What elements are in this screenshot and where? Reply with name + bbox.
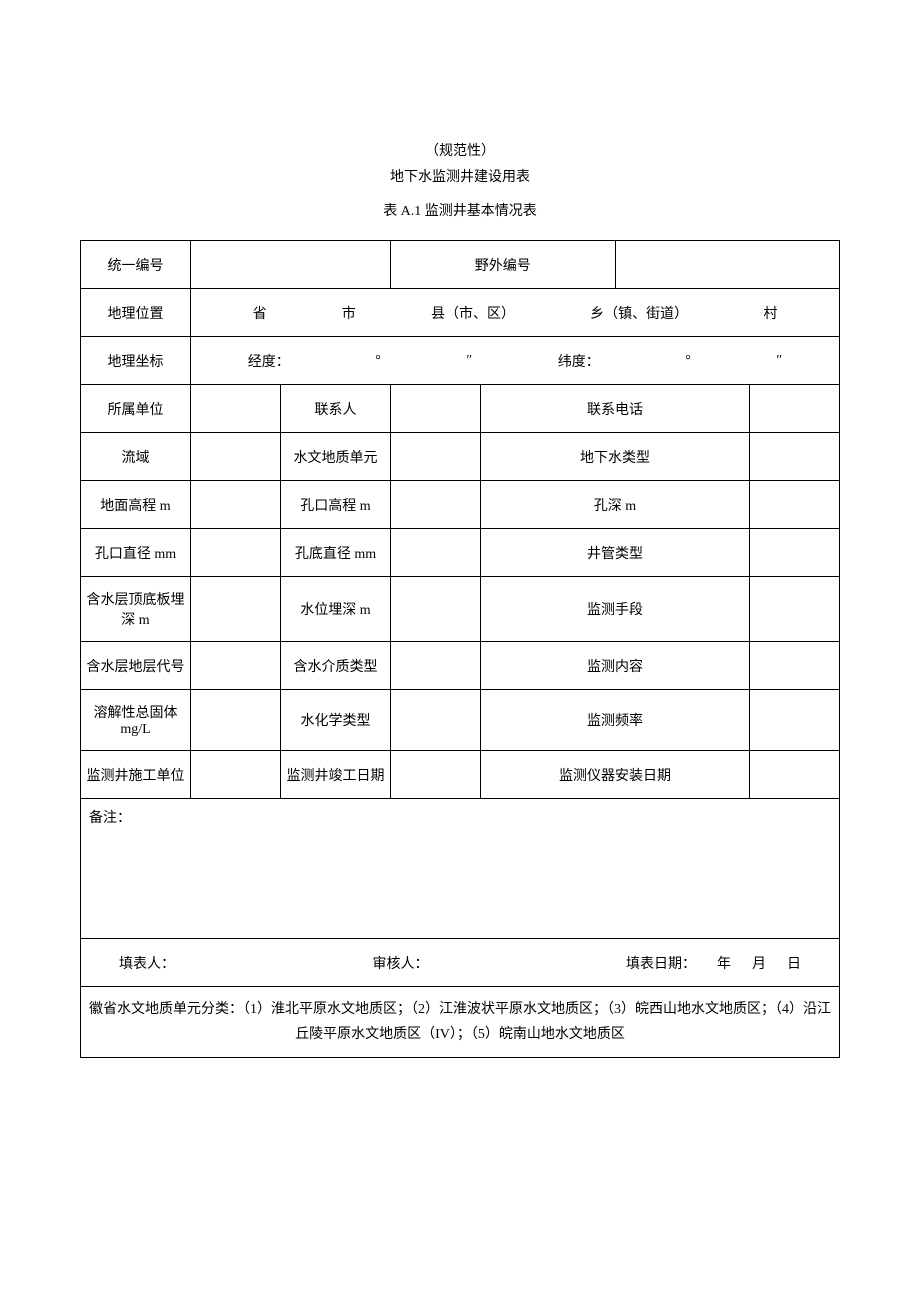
row-unit: 所属单位 联系人 联系电话 bbox=[81, 385, 840, 433]
gwtype-label: 地下水类型 bbox=[481, 433, 750, 481]
seg-province: 省 bbox=[253, 303, 267, 323]
filler-label: 填表人： bbox=[119, 953, 175, 973]
pipe-type-value[interactable] bbox=[750, 529, 840, 577]
lat-sec: ″ bbox=[776, 353, 782, 369]
row-aquifer-depth: 含水层顶底板埋深 m 水位埋深 m 监测手段 bbox=[81, 577, 840, 642]
unit-label: 所属单位 bbox=[81, 385, 191, 433]
row-stratum: 含水层地层代号 含水介质类型 监测内容 bbox=[81, 642, 840, 690]
unit-value[interactable] bbox=[191, 385, 281, 433]
monitoring-well-table: 统一编号 野外编号 地理位置 省 市 县（市、区） 乡（镇、街道） 村 地理坐标… bbox=[80, 240, 840, 1058]
phone-value[interactable] bbox=[750, 385, 840, 433]
month-label: 月 bbox=[752, 957, 766, 972]
day-label: 日 bbox=[787, 957, 801, 972]
seg-county: 县（市、区） bbox=[431, 303, 515, 323]
stratum-value[interactable] bbox=[191, 642, 281, 690]
row-tds: 溶解性总固体 mg/L 水化学类型 监测频率 bbox=[81, 690, 840, 751]
table-title: 表 A.1 监测井基本情况表 bbox=[80, 200, 840, 220]
row-elevation: 地面高程 m 孔口高程 m 孔深 m bbox=[81, 481, 840, 529]
bot-dia-value[interactable] bbox=[391, 529, 481, 577]
water-depth-label: 水位埋深 m bbox=[281, 577, 391, 642]
tds-label: 溶解性总固体 mg/L bbox=[81, 690, 191, 751]
aquifer-depth-label: 含水层顶底板埋深 m bbox=[81, 577, 191, 642]
row-basin: 流域 水文地质单元 地下水类型 bbox=[81, 433, 840, 481]
location-label: 地理位置 bbox=[81, 289, 191, 337]
subtitle: （规范性） bbox=[80, 140, 840, 160]
depth-value[interactable] bbox=[750, 481, 840, 529]
completion-date-value[interactable] bbox=[391, 751, 481, 799]
date-area: 填表日期： 年 月 日 bbox=[626, 953, 801, 973]
bot-dia-label: 孔底直径 mm bbox=[281, 529, 391, 577]
year-label: 年 bbox=[717, 957, 731, 972]
monitor-content-value[interactable] bbox=[750, 642, 840, 690]
remark-label: 备注： bbox=[89, 811, 131, 826]
coord-label: 地理坐标 bbox=[81, 337, 191, 385]
install-date-label: 监测仪器安装日期 bbox=[481, 751, 750, 799]
hydrounit-value[interactable] bbox=[391, 433, 481, 481]
field-id-label: 野外编号 bbox=[391, 241, 616, 289]
row-remark: 备注： bbox=[81, 799, 840, 939]
lng-sec: ″ bbox=[466, 353, 472, 369]
phone-label: 联系电话 bbox=[481, 385, 750, 433]
row-note: 徽省水文地质单元分类：（1）淮北平原水文地质区；（2）江淮波状平原水文地质区；（… bbox=[81, 987, 840, 1058]
row-location: 地理位置 省 市 县（市、区） 乡（镇、街道） 村 bbox=[81, 289, 840, 337]
seg-city: 市 bbox=[342, 303, 356, 323]
contact-value[interactable] bbox=[391, 385, 481, 433]
install-date-value[interactable] bbox=[750, 751, 840, 799]
top-dia-value[interactable] bbox=[191, 529, 281, 577]
row-signatures: 填表人： 审核人： 填表日期： 年 月 日 bbox=[81, 939, 840, 987]
seg-town: 乡（镇、街道） bbox=[590, 303, 688, 323]
construction-unit-label: 监测井施工单位 bbox=[81, 751, 191, 799]
tds-value[interactable] bbox=[191, 690, 281, 751]
remark-cell[interactable]: 备注： bbox=[81, 799, 840, 939]
hole-elev-label: 孔口高程 m bbox=[281, 481, 391, 529]
gwtype-value[interactable] bbox=[750, 433, 840, 481]
reviewer-label: 审核人： bbox=[373, 953, 429, 973]
lat-deg: ° bbox=[685, 353, 691, 369]
basin-label: 流域 bbox=[81, 433, 191, 481]
row-construction: 监测井施工单位 监测井竣工日期 监测仪器安装日期 bbox=[81, 751, 840, 799]
monitor-freq-value[interactable] bbox=[750, 690, 840, 751]
hole-elev-value[interactable] bbox=[391, 481, 481, 529]
lat-label: 纬度： bbox=[558, 351, 600, 371]
stratum-label: 含水层地层代号 bbox=[81, 642, 191, 690]
lng-deg: ° bbox=[375, 353, 381, 369]
chem-type-label: 水化学类型 bbox=[281, 690, 391, 751]
row-diameter: 孔口直径 mm 孔底直径 mm 井管类型 bbox=[81, 529, 840, 577]
classification-note: 徽省水文地质单元分类：（1）淮北平原水文地质区；（2）江淮波状平原水文地质区；（… bbox=[81, 987, 840, 1058]
pipe-type-label: 井管类型 bbox=[481, 529, 750, 577]
main-title: 地下水监测井建设用表 bbox=[80, 166, 840, 186]
fill-date-label: 填表日期： bbox=[626, 957, 696, 972]
water-depth-value[interactable] bbox=[391, 577, 481, 642]
unified-id-label: 统一编号 bbox=[81, 241, 191, 289]
row-id-numbers: 统一编号 野外编号 bbox=[81, 241, 840, 289]
monitor-method-value[interactable] bbox=[750, 577, 840, 642]
seg-village: 村 bbox=[763, 303, 777, 323]
basin-value[interactable] bbox=[191, 433, 281, 481]
medium-type-label: 含水介质类型 bbox=[281, 642, 391, 690]
contact-label: 联系人 bbox=[281, 385, 391, 433]
ground-elev-label: 地面高程 m bbox=[81, 481, 191, 529]
medium-type-value[interactable] bbox=[391, 642, 481, 690]
coord-value[interactable]: 经度： ° ″ 纬度： ° ″ bbox=[191, 337, 840, 385]
hydrounit-label: 水文地质单元 bbox=[281, 433, 391, 481]
monitor-method-label: 监测手段 bbox=[481, 577, 750, 642]
chem-type-value[interactable] bbox=[391, 690, 481, 751]
completion-date-label: 监测井竣工日期 bbox=[281, 751, 391, 799]
construction-unit-value[interactable] bbox=[191, 751, 281, 799]
monitor-content-label: 监测内容 bbox=[481, 642, 750, 690]
row-coordinates: 地理坐标 经度： ° ″ 纬度： ° ″ bbox=[81, 337, 840, 385]
unified-id-value[interactable] bbox=[191, 241, 391, 289]
field-id-value[interactable] bbox=[615, 241, 840, 289]
monitor-freq-label: 监测频率 bbox=[481, 690, 750, 751]
lng-label: 经度： bbox=[248, 351, 290, 371]
document-header: （规范性） 地下水监测井建设用表 表 A.1 监测井基本情况表 bbox=[80, 140, 840, 220]
depth-label: 孔深 m bbox=[481, 481, 750, 529]
aquifer-depth-value[interactable] bbox=[191, 577, 281, 642]
top-dia-label: 孔口直径 mm bbox=[81, 529, 191, 577]
location-value[interactable]: 省 市 县（市、区） 乡（镇、街道） 村 bbox=[191, 289, 840, 337]
ground-elev-value[interactable] bbox=[191, 481, 281, 529]
signature-cell: 填表人： 审核人： 填表日期： 年 月 日 bbox=[81, 939, 840, 987]
